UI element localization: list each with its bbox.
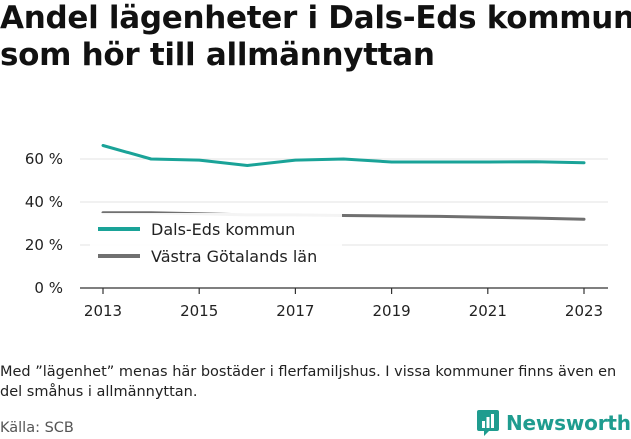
newsworthy-logo: Newsworthy bbox=[476, 408, 631, 438]
y-tick-label: 60 % bbox=[25, 150, 63, 168]
footnote: Med ”lägenhet” menas här bostäder i fler… bbox=[0, 364, 617, 400]
legend-label: Västra Götalands län bbox=[151, 247, 317, 266]
legend-background bbox=[90, 213, 342, 273]
y-tick-label: 0 % bbox=[34, 279, 63, 297]
chart-title-line-1: Andel lägenheter i Dals-Eds kommun bbox=[0, 0, 631, 36]
x-tick-label: 2015 bbox=[180, 302, 218, 320]
newsworthy-logo-text: Newsworthy bbox=[506, 411, 631, 435]
series-line-dals-eds-kommun bbox=[101, 144, 586, 167]
x-tick-label: 2023 bbox=[565, 302, 603, 320]
chart-title-line-2: som hör till allmännyttan bbox=[0, 37, 435, 73]
legend-label: Dals-Eds kommun bbox=[151, 220, 295, 239]
x-tick-label: 2021 bbox=[469, 302, 507, 320]
line-chart: 0 % 20 % 40 % 60 % 2013 2015 2017 2019 2021 2023 D… bbox=[25, 144, 608, 320]
x-tick-label: 2017 bbox=[276, 302, 314, 320]
y-tick-label: 20 % bbox=[25, 236, 63, 254]
y-tick-label: 40 % bbox=[25, 193, 63, 211]
newsworthy-logo-icon bbox=[477, 410, 499, 436]
chart-title: Andel lägenheter i Dals-Eds kommun som h… bbox=[0, 0, 631, 74]
x-tick-label: 2019 bbox=[373, 302, 411, 320]
x-tick-label: 2013 bbox=[84, 302, 122, 320]
source-label: Källa: SCB bbox=[0, 420, 74, 436]
